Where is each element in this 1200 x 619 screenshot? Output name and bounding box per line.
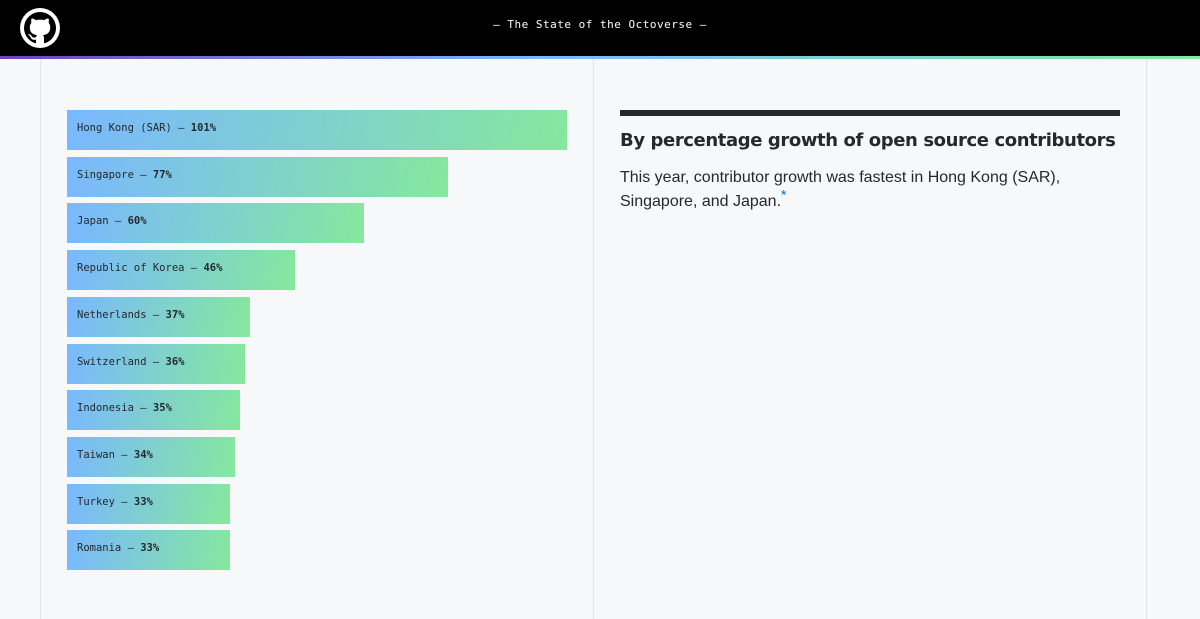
github-logo-icon[interactable] — [20, 8, 60, 48]
bar-value-label: 101% — [190, 122, 217, 134]
section-rule — [620, 110, 1120, 116]
bar-category-label: Turkey — [77, 495, 115, 508]
bar-label-separator: – — [133, 402, 153, 415]
bar-category-label: Japan — [77, 215, 109, 228]
bar-value-label: 35% — [152, 402, 172, 415]
bar-label: Turkey – 33% — [77, 496, 153, 508]
bar-label-separator: – — [171, 122, 191, 134]
footnote-link[interactable]: * — [781, 186, 787, 203]
section-heading: By percentage growth of open source cont… — [620, 130, 1116, 151]
column-divider-right — [1146, 59, 1147, 619]
bar-label: Japan – 60% — [77, 215, 147, 227]
bar-label: Hong Kong (SAR) – 101% — [77, 122, 216, 134]
bar-category-label: Netherlands — [77, 308, 147, 321]
bar-category-label: Switzerland — [77, 355, 147, 368]
bar: Turkey – 33% — [67, 483, 231, 524]
bar-value-label: 37% — [165, 308, 185, 321]
bar: Singapore – 77% — [67, 156, 449, 197]
bar-label-separator: – — [146, 308, 166, 321]
bar-chart: Hong Kong (SAR) – 101% Singapore – 77% Jap… — [67, 110, 567, 575]
bar-category-label: Republic of Korea — [77, 262, 185, 275]
bar: Republic of Korea – 46% — [67, 250, 295, 291]
bar-value-label: 46% — [203, 262, 223, 275]
bar-label-separator: – — [133, 168, 153, 181]
bar-value-label: 36% — [165, 355, 185, 368]
bar-category-label: Romania — [77, 542, 122, 555]
bar-category-label: Taiwan — [77, 448, 115, 461]
bar-label: Singapore – 77% — [77, 169, 172, 181]
bar: Japan – 60% — [67, 203, 365, 244]
section-description: This year, contributor growth was fastes… — [620, 166, 1090, 214]
bar-value-label: 33% — [140, 542, 160, 555]
bar: Romania – 33% — [67, 530, 231, 571]
bar: Taiwan – 34% — [67, 436, 236, 477]
description-text: This year, contributor growth was fastes… — [620, 169, 1061, 210]
gradient-divider — [0, 56, 1200, 59]
bar: Switzerland – 36% — [67, 343, 246, 384]
bar-category-label: Indonesia — [77, 402, 134, 415]
bar-value-label: 34% — [133, 448, 153, 461]
bar-label-separator: – — [121, 542, 141, 555]
bar: Hong Kong (SAR) – 101% — [67, 110, 567, 150]
top-bar: — The State of the Octoverse — — [0, 0, 1200, 56]
bar-label: Indonesia – 35% — [77, 402, 172, 414]
bar-category-label: Hong Kong (SAR) — [77, 122, 172, 134]
page-title: — The State of the Octoverse — — [493, 18, 707, 31]
bar-value-label: 60% — [127, 215, 147, 228]
bar-label: Switzerland – 36% — [77, 356, 184, 368]
bar-label-separator: – — [108, 215, 128, 228]
bar-label: Netherlands – 37% — [77, 309, 184, 321]
column-divider-left — [40, 59, 41, 619]
bar-label-separator: – — [114, 448, 134, 461]
bar-label: Taiwan – 34% — [77, 449, 153, 461]
bar-label: Republic of Korea – 46% — [77, 262, 222, 274]
bar-label: Romania – 33% — [77, 542, 159, 554]
bar-value-label: 33% — [133, 495, 153, 508]
bar-category-label: Singapore — [77, 168, 134, 181]
bar: Indonesia – 35% — [67, 390, 241, 431]
bar-label-separator: – — [114, 495, 134, 508]
bar-value-label: 77% — [152, 168, 172, 181]
column-divider-middle — [593, 59, 594, 619]
bar: Netherlands – 37% — [67, 296, 251, 337]
bar-label-separator: – — [146, 355, 166, 368]
bar-label-separator: – — [184, 262, 204, 275]
